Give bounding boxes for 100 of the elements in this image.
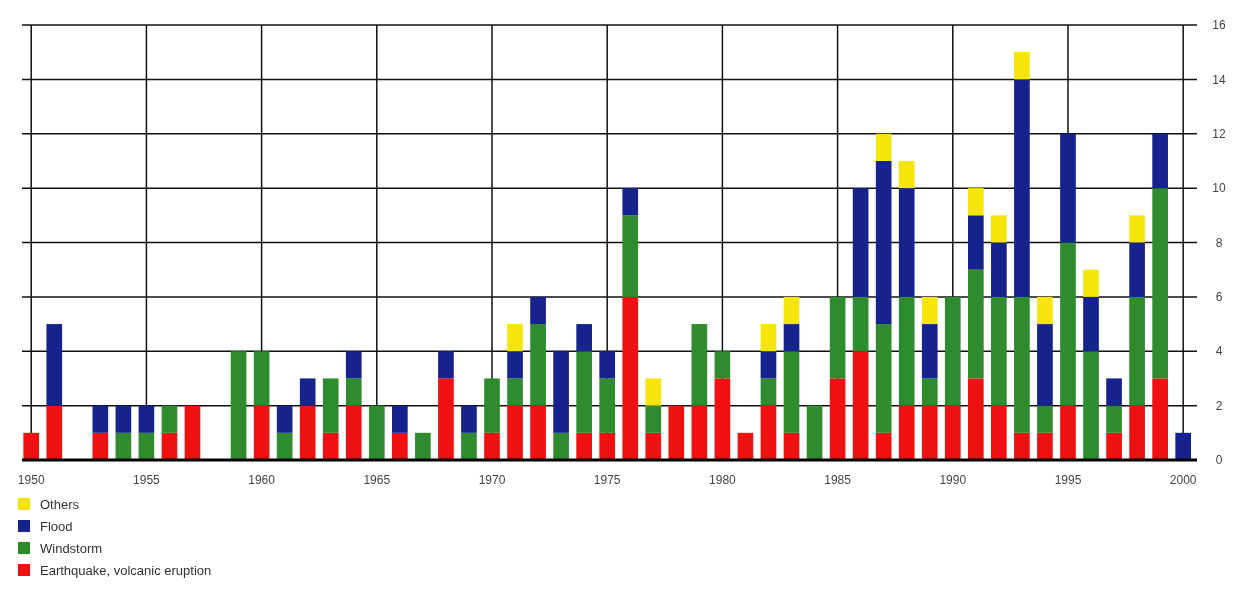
bar — [553, 432, 569, 460]
y-tick-label: 16 — [1212, 18, 1226, 33]
x-tick-label: 1990 — [939, 473, 967, 487]
legend-label: Others — [40, 497, 80, 512]
bar — [760, 378, 777, 406]
y-tick-label: 8 — [1215, 235, 1223, 250]
bar — [622, 215, 639, 297]
bar — [1175, 432, 1192, 460]
bar — [161, 432, 178, 460]
bar — [599, 351, 616, 379]
bar — [645, 405, 662, 433]
bar — [530, 405, 546, 460]
bar — [184, 405, 201, 460]
bar — [1152, 188, 1168, 379]
bar — [1037, 432, 1053, 460]
bar — [461, 405, 477, 433]
bar — [530, 296, 546, 325]
bar — [1152, 378, 1168, 460]
bar — [944, 405, 961, 460]
bar — [23, 432, 40, 460]
y-tick-label: 10 — [1212, 181, 1226, 196]
bar — [368, 405, 385, 460]
bar — [46, 324, 63, 406]
bar — [783, 296, 800, 325]
x-tick-label: 1950 — [17, 473, 45, 487]
bar — [345, 351, 362, 379]
bar — [921, 324, 938, 379]
bar — [345, 405, 362, 460]
bar — [92, 405, 109, 433]
bar — [806, 405, 823, 460]
bar — [507, 405, 523, 460]
bar — [507, 378, 523, 406]
bar — [345, 378, 362, 406]
bar — [530, 324, 546, 406]
bar — [299, 405, 316, 460]
bar — [1037, 324, 1053, 406]
y-tick-label: 12 — [1212, 126, 1226, 141]
bar — [760, 351, 777, 379]
x-tick-label: 1995 — [1054, 473, 1082, 487]
bar — [829, 296, 846, 379]
bar — [944, 296, 961, 406]
bar — [1060, 133, 1076, 243]
x-tick-label: 1985 — [824, 473, 852, 487]
x-tick-label: 1955 — [133, 473, 161, 487]
bar — [783, 432, 800, 460]
bar — [898, 296, 915, 406]
x-tick-label: 1965 — [363, 473, 391, 487]
bar — [852, 296, 869, 352]
bar — [760, 405, 777, 460]
bar — [484, 432, 500, 460]
bar — [507, 351, 523, 379]
bar — [991, 215, 1007, 243]
bar — [1083, 351, 1099, 460]
bar — [1106, 405, 1122, 433]
bar — [737, 432, 754, 460]
bar — [760, 324, 777, 352]
bar — [1106, 432, 1122, 460]
bar — [645, 378, 662, 406]
bar — [392, 432, 408, 460]
bar — [714, 378, 731, 460]
bar — [622, 188, 639, 216]
bar — [1083, 296, 1099, 352]
x-tick-label: 1975 — [593, 473, 621, 487]
x-tick-label: 2000 — [1169, 473, 1197, 487]
bar — [553, 351, 569, 433]
bar — [1129, 215, 1145, 243]
bar — [622, 296, 639, 460]
bar — [852, 188, 869, 297]
bar — [599, 432, 616, 460]
bar — [1129, 296, 1145, 406]
bar — [875, 324, 892, 433]
bar — [967, 215, 984, 270]
bar — [438, 378, 454, 460]
bar — [92, 432, 109, 460]
legend-label: Windstorm — [40, 541, 103, 556]
bar — [1152, 133, 1168, 189]
bar — [783, 324, 800, 352]
legend-label: Flood — [40, 519, 73, 534]
bar — [967, 269, 984, 379]
bar — [46, 405, 63, 460]
bar — [991, 296, 1007, 406]
y-tick-label: 14 — [1212, 72, 1226, 87]
bar — [576, 351, 592, 433]
bar — [1129, 405, 1145, 460]
bar — [921, 296, 938, 325]
bar — [438, 351, 454, 379]
x-tick-label: 1960 — [248, 473, 276, 487]
bar — [1106, 378, 1122, 406]
bar — [1060, 405, 1076, 460]
bar — [415, 432, 431, 460]
bar — [783, 351, 800, 433]
bar — [645, 432, 662, 460]
bar — [276, 432, 293, 460]
bar — [967, 378, 984, 460]
bar — [921, 378, 938, 406]
bar — [322, 432, 339, 460]
bar — [138, 405, 155, 433]
bar — [230, 351, 247, 460]
bar — [852, 351, 869, 460]
bar — [668, 405, 685, 460]
